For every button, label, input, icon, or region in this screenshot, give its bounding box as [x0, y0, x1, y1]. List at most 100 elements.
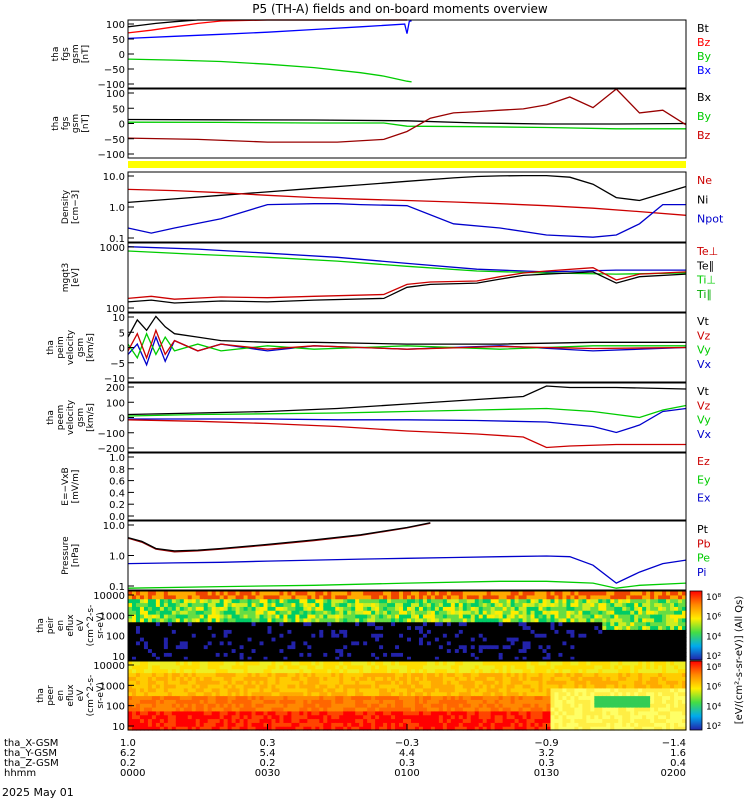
spectrogram-cell [136, 603, 141, 607]
spectrogram-cell [586, 684, 591, 688]
spectrogram-cell [295, 669, 300, 673]
y-axis-label-line: sr-eV) [96, 612, 106, 638]
spectrogram-cell [363, 637, 368, 641]
spectrogram-cell [407, 707, 412, 711]
spectrogram-cell [491, 692, 496, 696]
spectrogram-cell [578, 595, 583, 599]
spectrogram-cell [351, 676, 356, 680]
spectrogram-cell [423, 629, 428, 633]
y-tick-label: 100 [106, 89, 125, 100]
spectrogram-cell [578, 606, 583, 610]
spectrogram-cell [383, 715, 388, 719]
spectrogram-cell [558, 637, 563, 641]
spectrogram-cell [387, 680, 392, 684]
spectrogram-cell [287, 665, 292, 669]
spectrogram-cell [399, 633, 404, 637]
spectrogram-cell [479, 715, 484, 719]
spectrogram-cell [582, 618, 587, 622]
spectrogram-cell [128, 618, 133, 622]
spectrogram-cell [646, 610, 651, 614]
spectrogram-cell [403, 629, 408, 633]
spectrogram-cell [180, 618, 185, 622]
spectrogram-cell [539, 610, 544, 614]
spectrogram-cell [610, 626, 615, 630]
spectrogram-cell [447, 665, 452, 669]
spectrogram-cell [423, 599, 428, 603]
spectrogram-cell [156, 633, 161, 637]
spectrogram-cell [475, 661, 480, 665]
spectrogram-cell [152, 696, 157, 700]
spectrogram-cell [550, 641, 555, 645]
spectrogram-cell [491, 699, 496, 703]
spectrogram-cell [578, 633, 583, 637]
spectrogram-cell [200, 626, 205, 630]
spectrogram-cell [160, 722, 165, 726]
spectrogram-cell [275, 692, 280, 696]
spectrogram-cell [319, 606, 324, 610]
spectrogram-cell [279, 669, 284, 673]
spectrogram-cell [547, 673, 552, 677]
spectrogram-cell [515, 603, 520, 607]
spectrogram-cell [200, 696, 205, 700]
spectrogram-cell [495, 645, 500, 649]
spectrogram-cell [375, 707, 380, 711]
spectrogram-cell [164, 618, 169, 622]
spectrogram-cell [271, 591, 276, 595]
spectrogram-cell [291, 641, 296, 645]
spectrogram-cell [387, 641, 392, 645]
spectrogram-cell [228, 665, 233, 669]
spectrogram-cell [479, 711, 484, 715]
spectrogram-cell [451, 676, 456, 680]
spectrogram-cell [415, 614, 420, 618]
y-axis-label-line: fgs [61, 47, 71, 61]
spectrogram-cell [423, 649, 428, 653]
spectrogram-cell [491, 722, 496, 726]
spectrogram-cell [447, 637, 452, 641]
spectrogram-cell [447, 661, 452, 665]
spectrogram-cell [471, 688, 476, 692]
spectrogram-cell [423, 633, 428, 637]
spectrogram-cell [630, 637, 635, 641]
spectrogram-cell [674, 641, 679, 645]
spectrogram-cell [268, 606, 273, 610]
spectrogram-cell [256, 618, 261, 622]
spectrogram-cell [515, 707, 520, 711]
spectrogram-cell [654, 629, 659, 633]
spectrogram-cell [423, 684, 428, 688]
spectrogram-cell [375, 645, 380, 649]
spectrogram-cell [459, 692, 464, 696]
spectrogram-cell [260, 669, 265, 673]
spectrogram-cell [547, 692, 552, 696]
spectrogram-cell [455, 703, 460, 707]
spectrogram-cell [148, 595, 153, 599]
spectrogram-cell [240, 614, 245, 618]
spectrogram-cell [598, 637, 603, 641]
spectrogram-cell [574, 599, 579, 603]
spectrogram-cell [507, 711, 512, 715]
spectrogram-cell [411, 633, 416, 637]
spectrogram-cell [268, 676, 273, 680]
spectrogram-cell [379, 591, 384, 595]
spectrogram-cell [343, 645, 348, 649]
spectrogram-cell [562, 688, 567, 692]
spectrogram-cell [140, 699, 145, 703]
spectrogram-cell [547, 591, 552, 595]
spectrogram-cell [527, 680, 532, 684]
spectrogram-cell [315, 661, 320, 665]
spectrogram-cell [503, 645, 508, 649]
spectrogram-cell [606, 645, 611, 649]
spectrogram-cell [443, 661, 448, 665]
panel-frame [128, 383, 686, 452]
spectrogram-cell [256, 711, 261, 715]
spectrogram-cell [295, 719, 300, 723]
spectrogram-cell [622, 676, 627, 680]
spectrogram-cell [674, 626, 679, 630]
spectrogram-cell [216, 641, 221, 645]
spectrogram-cell [383, 696, 388, 700]
spectrogram-cell [311, 661, 316, 665]
spectrogram-cell [299, 673, 304, 677]
spectrogram-cell [192, 719, 197, 723]
spectrogram-cell [339, 595, 344, 599]
spectrogram-cell [435, 591, 440, 595]
spectrogram-cell [319, 603, 324, 607]
